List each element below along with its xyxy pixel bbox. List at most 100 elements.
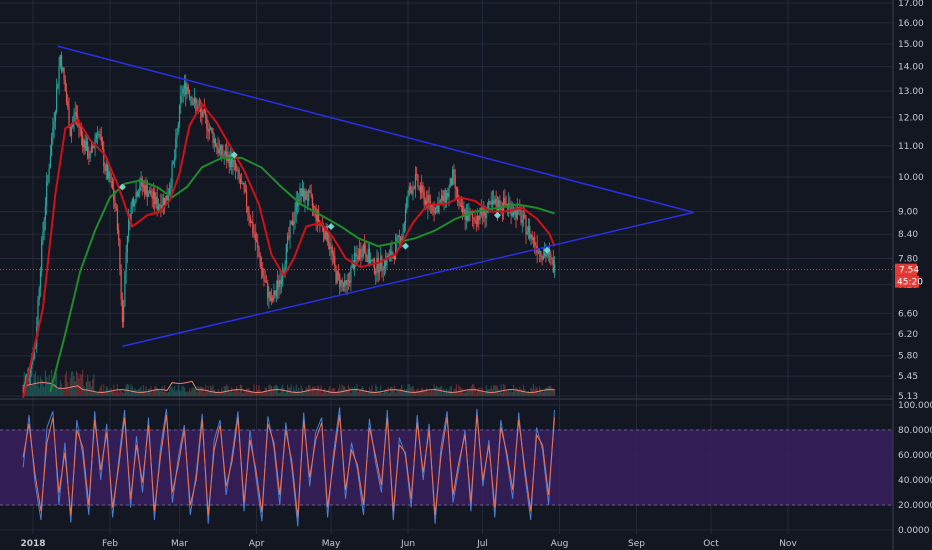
candle-body <box>509 203 511 205</box>
candle-body <box>171 163 173 185</box>
volume-bar <box>324 388 326 396</box>
candle-body <box>326 225 328 243</box>
candle-body <box>381 256 383 269</box>
volume-bar <box>498 389 500 396</box>
volume-bar <box>366 392 368 396</box>
volume-bar <box>390 386 392 396</box>
candle-body <box>131 199 133 206</box>
volume-bar <box>358 390 361 396</box>
volume-bar <box>48 374 50 396</box>
volume-bar <box>229 391 232 396</box>
volume-bar <box>180 391 182 396</box>
candle-body <box>522 214 525 220</box>
volume-bar <box>236 385 238 396</box>
candle-body <box>516 207 518 219</box>
volume-bar <box>386 390 388 396</box>
price-tick-label: 12.00 <box>898 113 924 123</box>
candle-body <box>490 201 492 205</box>
volume-bar <box>254 391 256 396</box>
volume-bar <box>452 392 454 396</box>
candle-body <box>363 244 366 252</box>
candle-body <box>161 205 163 210</box>
candle-body <box>534 237 536 246</box>
candle-body <box>165 195 167 206</box>
candle-body <box>234 161 237 170</box>
candle-body <box>495 198 497 207</box>
volume-bar <box>439 386 441 396</box>
time-tick-label: Aug <box>551 539 569 549</box>
volume-bar <box>175 391 177 396</box>
volume-bar <box>279 392 281 396</box>
candle-body <box>362 244 364 256</box>
volume-bar <box>160 390 162 396</box>
candle-body <box>345 280 347 285</box>
candle-body <box>380 256 382 272</box>
volume-bar <box>89 381 91 396</box>
candle-body <box>82 135 84 148</box>
triangle-trendline[interactable] <box>57 45 694 214</box>
candle-body <box>51 137 53 156</box>
candle-body <box>545 252 547 257</box>
volume-bar <box>530 387 532 396</box>
candle-body <box>116 208 119 231</box>
candle-body <box>427 195 429 208</box>
volume-bar <box>322 390 325 396</box>
candle-body <box>60 55 63 71</box>
volume-bar <box>101 391 104 396</box>
candle-body <box>459 202 461 206</box>
candle-body <box>273 290 275 301</box>
candle-body <box>322 224 325 233</box>
triangle-trendline[interactable] <box>122 211 694 347</box>
volume-bar <box>490 386 492 396</box>
volume-bar <box>250 391 253 396</box>
volume-bar <box>352 390 354 396</box>
volume-bar <box>154 386 156 396</box>
volume-bar <box>479 391 481 396</box>
candle-body <box>535 245 537 247</box>
candle-body <box>46 181 48 206</box>
candle-body <box>173 157 176 161</box>
volume-bar <box>412 385 414 396</box>
volume-bar <box>115 390 117 396</box>
price-tick-label: 14.00 <box>898 63 924 73</box>
volume-bar <box>509 392 511 396</box>
volume-bar <box>206 391 208 396</box>
stochastic-axis[interactable]: 100.0000 80.0000 60.0000 40.0000 20.0000 0.00… <box>898 401 932 536</box>
candle-body <box>134 202 136 206</box>
candle-body <box>278 280 280 287</box>
volume-bar <box>360 389 362 396</box>
volume-bar <box>233 389 235 396</box>
candle-body <box>453 169 455 176</box>
volume-bar <box>196 391 198 396</box>
candle-body <box>411 189 413 194</box>
volume-bar <box>493 385 495 396</box>
volume-bar <box>72 371 74 396</box>
volume-bar <box>259 390 261 396</box>
volume-bar <box>438 387 440 396</box>
volume-bar <box>170 386 172 396</box>
volume-bar <box>532 384 535 396</box>
time-axis[interactable]: 2018 Feb Mar Apr May Jun Jul Aug Sep Oct Nov <box>20 539 797 549</box>
volume-bar <box>83 386 85 396</box>
candle-body <box>92 146 94 149</box>
volume-bar <box>321 392 323 396</box>
volume-bar <box>365 389 367 396</box>
candle-body <box>104 166 106 171</box>
candle-body <box>144 185 146 195</box>
price-tick-label: 10.00 <box>898 173 924 183</box>
volume-bar <box>448 389 450 396</box>
candle-body <box>162 197 164 206</box>
candle-body <box>178 104 181 125</box>
volume-bar <box>468 390 470 396</box>
candle-body <box>223 155 225 157</box>
candle-body <box>327 242 330 244</box>
candle-body <box>57 83 59 89</box>
volume-bar <box>527 390 530 396</box>
candle-body <box>541 256 543 260</box>
volume-bar <box>188 388 191 396</box>
candle-body <box>31 359 33 369</box>
candle-body <box>68 107 70 128</box>
candle-body <box>433 211 435 214</box>
volume-bar <box>195 388 197 396</box>
